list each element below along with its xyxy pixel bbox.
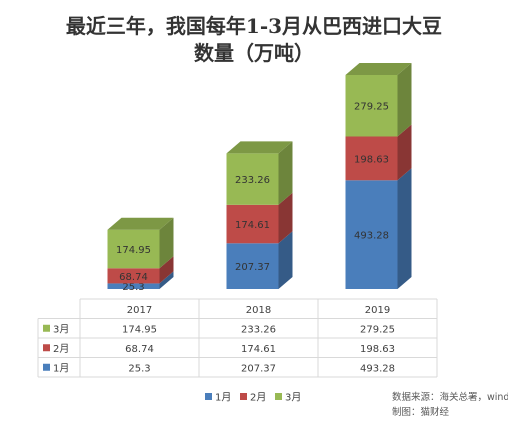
bar-2017-3月 — [107, 229, 160, 269]
legend-key-3月 — [275, 393, 282, 400]
table-legend-key-3月 — [43, 324, 50, 332]
bar-2017-2月 — [107, 268, 160, 284]
bar-2019-3月 — [345, 74, 398, 137]
data-label-2017-1月: 25.3 — [122, 282, 144, 293]
legend-label-2月: 2月 — [250, 392, 266, 404]
table-header-2019: 2019 — [365, 305, 390, 316]
chart-title-line2: 数量（万吨） — [194, 41, 314, 65]
table-legend-key-2月 — [43, 344, 50, 352]
bar-side-2018-1月 — [278, 231, 293, 289]
legend-key-1月 — [205, 393, 212, 400]
bar-top-2017 — [107, 217, 174, 230]
table-header-2017: 2017 — [127, 305, 152, 316]
bar-side-2017-3月 — [159, 217, 174, 269]
data-label-2017-3月: 174.95 — [116, 245, 151, 256]
data-label-2019-3月: 279.25 — [354, 102, 389, 113]
bar-side-2019-1月 — [397, 168, 412, 289]
table-row-label-2月: 2月 — [53, 343, 69, 355]
table-header-2018: 2018 — [246, 305, 271, 316]
data-label-2019-2月: 198.63 — [354, 154, 389, 165]
bar-side-2019-2月 — [397, 124, 412, 181]
data-label-2017-2月: 68.74 — [119, 272, 148, 283]
table-cell-1月-2017: 25.3 — [128, 363, 150, 374]
table-cell-3月-2018: 233.26 — [241, 324, 276, 335]
bar-side-2017-1月 — [159, 271, 174, 289]
table-cell-3月-2019: 279.25 — [360, 324, 395, 335]
table-row-label-1月: 1月 — [53, 362, 69, 374]
data-label-2018-3月: 233.26 — [235, 175, 270, 186]
source-note: 数据来源：海关总署，wind — [392, 392, 508, 403]
table-cell-2月-2018: 174.61 — [241, 344, 276, 355]
bar-top-2019 — [345, 62, 412, 75]
bar-2019-2月 — [345, 136, 398, 181]
table-cell-3月-2017: 174.95 — [122, 324, 157, 335]
bar-2019-1月 — [345, 180, 398, 289]
bar-2018-1月 — [226, 243, 279, 289]
data-label-2018-2月: 174.61 — [235, 220, 270, 231]
made-by-note: 制图：猫财经 — [392, 407, 450, 418]
table-legend-key-1月 — [43, 363, 50, 371]
table-cell-1月-2018: 207.37 — [241, 363, 276, 374]
bar-2018-3月 — [226, 153, 279, 205]
table-cell-2月-2017: 68.74 — [125, 344, 154, 355]
data-label-2019-1月: 493.28 — [354, 231, 389, 242]
data-label-2018-1月: 207.37 — [235, 262, 270, 273]
legend-label-1月: 1月 — [215, 392, 231, 404]
bar-side-2019-3月 — [397, 62, 412, 137]
bar-side-2017-2月 — [159, 256, 174, 284]
legend-label-3月: 3月 — [285, 392, 301, 404]
bar-2018-2月 — [226, 204, 279, 244]
table-cell-2月-2019: 198.63 — [360, 344, 395, 355]
table-cell-1月-2019: 493.28 — [360, 363, 395, 374]
chart-title-line1: 最近三年，我国每年1-3月从巴西进口大豆 — [65, 14, 443, 38]
bar-side-2018-2月 — [278, 192, 293, 244]
bar-side-2018-3月 — [278, 141, 293, 205]
legend-key-2月 — [240, 393, 247, 400]
bar-2017-1月 — [107, 283, 160, 289]
table-row-label-3月: 3月 — [53, 323, 69, 335]
bar-top-2018 — [226, 141, 293, 154]
